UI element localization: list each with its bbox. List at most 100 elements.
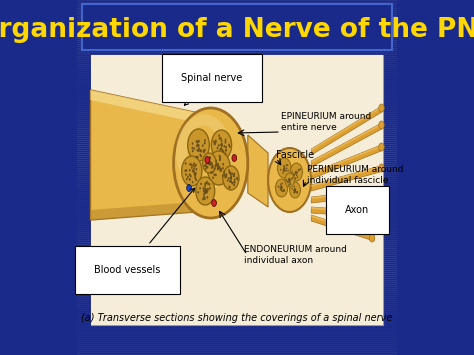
Circle shape <box>207 160 209 163</box>
Circle shape <box>297 191 298 193</box>
Circle shape <box>285 164 287 166</box>
Circle shape <box>209 160 211 163</box>
Circle shape <box>225 152 226 155</box>
Circle shape <box>289 178 290 180</box>
Circle shape <box>215 174 217 176</box>
Circle shape <box>208 161 210 163</box>
Circle shape <box>198 144 200 147</box>
Circle shape <box>189 163 191 165</box>
Circle shape <box>189 173 191 176</box>
Circle shape <box>208 162 210 165</box>
Polygon shape <box>311 122 383 163</box>
Circle shape <box>283 168 285 170</box>
Circle shape <box>230 176 232 179</box>
Circle shape <box>294 190 296 192</box>
Circle shape <box>289 181 291 183</box>
Circle shape <box>221 145 223 147</box>
Circle shape <box>207 160 208 163</box>
Text: ENDONEURIUM around
individual axon: ENDONEURIUM around individual axon <box>245 245 347 266</box>
Circle shape <box>215 141 217 144</box>
Circle shape <box>280 186 281 188</box>
Circle shape <box>195 179 197 181</box>
Circle shape <box>216 162 218 165</box>
Circle shape <box>208 162 210 164</box>
Circle shape <box>190 175 191 178</box>
Circle shape <box>224 173 226 176</box>
Circle shape <box>197 149 199 151</box>
Circle shape <box>225 138 227 141</box>
Polygon shape <box>311 189 383 199</box>
Circle shape <box>200 154 201 156</box>
Circle shape <box>293 190 295 192</box>
Text: PERINEURIUM around
individual fascicle: PERINEURIUM around individual fascicle <box>307 165 403 185</box>
Circle shape <box>221 149 223 151</box>
Circle shape <box>225 148 227 151</box>
Circle shape <box>379 121 384 129</box>
Text: Organization of a Nerve of the PNS: Organization of a Nerve of the PNS <box>0 17 474 43</box>
Circle shape <box>229 186 230 189</box>
Circle shape <box>206 165 208 168</box>
Circle shape <box>210 171 212 174</box>
Polygon shape <box>311 105 383 155</box>
Circle shape <box>189 169 191 171</box>
Circle shape <box>281 185 282 187</box>
Circle shape <box>294 189 296 191</box>
Circle shape <box>281 186 282 188</box>
Circle shape <box>217 168 219 170</box>
Circle shape <box>295 189 296 191</box>
Polygon shape <box>311 122 383 167</box>
Circle shape <box>228 143 230 146</box>
Circle shape <box>203 190 205 192</box>
Circle shape <box>283 170 284 172</box>
Circle shape <box>278 186 279 188</box>
Circle shape <box>229 180 231 183</box>
Circle shape <box>280 169 282 171</box>
Circle shape <box>193 170 195 173</box>
Circle shape <box>173 108 248 218</box>
Circle shape <box>281 189 283 191</box>
Circle shape <box>227 179 228 182</box>
Circle shape <box>294 188 296 190</box>
Circle shape <box>283 172 284 174</box>
Circle shape <box>207 190 209 192</box>
Circle shape <box>290 180 291 181</box>
Circle shape <box>197 149 198 152</box>
Polygon shape <box>311 189 383 203</box>
Circle shape <box>234 181 236 184</box>
Text: Fascicle: Fascicle <box>276 150 314 160</box>
Circle shape <box>197 143 199 146</box>
Circle shape <box>297 192 298 193</box>
Circle shape <box>204 182 206 185</box>
Circle shape <box>191 166 192 169</box>
Circle shape <box>196 156 197 158</box>
Circle shape <box>204 187 206 190</box>
Circle shape <box>295 171 296 173</box>
Circle shape <box>204 149 206 151</box>
Circle shape <box>205 168 207 170</box>
Circle shape <box>204 139 206 142</box>
Circle shape <box>218 144 219 147</box>
Circle shape <box>295 173 296 175</box>
Circle shape <box>291 163 302 181</box>
Circle shape <box>219 169 221 172</box>
Circle shape <box>229 145 230 148</box>
Circle shape <box>187 185 191 191</box>
Circle shape <box>236 176 238 179</box>
Circle shape <box>204 191 206 194</box>
Circle shape <box>297 176 298 178</box>
Circle shape <box>282 182 283 185</box>
Circle shape <box>204 164 206 167</box>
Circle shape <box>293 174 295 176</box>
Circle shape <box>211 166 213 169</box>
Circle shape <box>216 164 218 167</box>
Circle shape <box>232 154 237 162</box>
Circle shape <box>219 159 221 161</box>
Circle shape <box>206 181 208 183</box>
Circle shape <box>300 168 301 170</box>
Circle shape <box>225 176 227 179</box>
Circle shape <box>230 176 232 179</box>
Circle shape <box>207 157 209 160</box>
Circle shape <box>286 167 287 169</box>
Circle shape <box>228 186 230 188</box>
Circle shape <box>203 196 205 198</box>
